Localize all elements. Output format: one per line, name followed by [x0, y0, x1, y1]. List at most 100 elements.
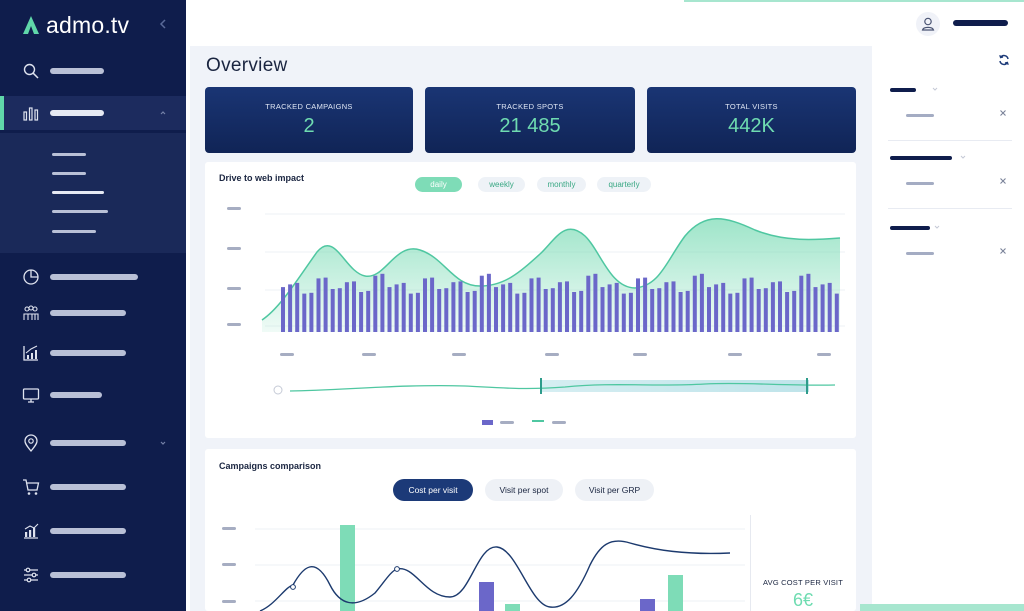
period-tab-weekly[interactable]: weekly — [478, 177, 525, 192]
sidebar-item-audience[interactable] — [0, 296, 186, 330]
data-point[interactable] — [394, 566, 400, 572]
metric-tab-visit-per-spot[interactable]: Visit per spot — [485, 479, 563, 501]
spot-bar — [721, 282, 726, 332]
comparison-bar — [340, 525, 355, 611]
spot-bar — [699, 273, 704, 332]
spot-bar — [813, 287, 818, 332]
submenu-item[interactable] — [52, 153, 86, 156]
close-icon[interactable] — [998, 108, 1008, 118]
chevron-down-icon[interactable] — [932, 86, 938, 92]
sidebar-item-search[interactable] — [0, 54, 186, 88]
close-icon[interactable] — [998, 176, 1008, 186]
growth-chart-icon — [23, 345, 38, 361]
sidebar-item-tv[interactable] — [0, 378, 186, 412]
submenu-item-selected[interactable] — [52, 191, 104, 194]
visits-line — [261, 218, 841, 321]
pie-chart-icon — [23, 269, 39, 285]
drive-to-web-title: Drive to web impact — [219, 173, 305, 183]
user-name-placeholder[interactable] — [953, 20, 1008, 26]
comparison-line — [259, 540, 731, 611]
sidebar-item-reports[interactable] — [0, 260, 186, 294]
spot-bar — [778, 281, 782, 332]
chevron-down-icon[interactable] — [934, 224, 940, 230]
sidebar-item-settings[interactable] — [0, 558, 186, 592]
spot-bar — [302, 293, 307, 332]
sidebar-item-label — [50, 440, 126, 446]
filter-group[interactable] — [888, 86, 1012, 148]
refresh-icon[interactable] — [998, 54, 1010, 66]
spot-bar — [494, 287, 498, 332]
spot-bar — [785, 292, 790, 332]
sidebar-item-ecommerce[interactable] — [0, 470, 186, 504]
spot-bar — [657, 288, 662, 332]
period-tab-daily[interactable]: daily — [415, 177, 462, 192]
spot-bar — [628, 292, 633, 332]
y-axis-ticks — [227, 207, 241, 326]
search-icon — [23, 63, 39, 79]
spot-bar — [352, 281, 356, 332]
spot-bar — [501, 284, 506, 332]
spot-bar — [359, 292, 364, 332]
spot-bar — [579, 290, 584, 332]
user-menu-button[interactable] — [916, 12, 940, 36]
spot-bar — [749, 277, 754, 332]
spot-bar — [508, 282, 513, 332]
spot-bar — [316, 278, 321, 332]
logo[interactable]: admo.tv — [22, 10, 129, 40]
location-target-icon — [24, 434, 38, 452]
drive-to-web-chart — [227, 207, 845, 425]
filter-title — [890, 156, 952, 160]
spot-bar — [295, 282, 300, 332]
date-range-brush[interactable] — [273, 378, 836, 395]
sidebar-item-analytics[interactable] — [0, 514, 186, 548]
spot-bar — [543, 289, 548, 332]
collapse-sidebar-icon[interactable] — [158, 18, 168, 30]
avg-cost-value: 6€ — [792, 590, 814, 610]
sliders-icon — [24, 567, 38, 583]
metric-tab-visit-per-grp[interactable]: Visit per GRP — [575, 479, 654, 501]
submenu-item[interactable] — [52, 230, 96, 233]
spot-bar — [714, 284, 719, 332]
spot-bar — [373, 275, 378, 332]
spot-bar — [820, 284, 825, 332]
filter-group[interactable] — [888, 154, 1012, 216]
close-icon[interactable] — [998, 246, 1008, 256]
chevron-down-icon[interactable] — [158, 438, 168, 448]
top-accent-line — [684, 0, 1024, 2]
filter-group[interactable] — [888, 224, 1012, 286]
sidebar-item-targeting[interactable] — [0, 426, 186, 460]
sidebar-item-label — [50, 572, 126, 578]
spot-bar — [394, 284, 399, 332]
metric-tab-cost-per-visit[interactable]: Cost per visit — [393, 479, 473, 501]
spot-bar — [479, 275, 484, 332]
spot-bar — [636, 278, 640, 332]
spot-bar — [458, 281, 463, 332]
period-tab-monthly[interactable]: monthly — [537, 177, 586, 192]
sidebar-item-campaigns[interactable] — [0, 96, 186, 130]
spot-bar — [799, 275, 804, 332]
data-point[interactable] — [290, 584, 296, 590]
spot-bar — [756, 289, 761, 332]
kpi-label: TRACKED CAMPAIGNS — [265, 102, 353, 111]
submenu-item[interactable] — [52, 172, 86, 175]
chevron-down-icon[interactable] — [960, 154, 966, 160]
spot-bar — [557, 282, 562, 332]
spot-bar — [486, 273, 491, 332]
spot-bar — [444, 288, 449, 332]
spot-bar — [401, 282, 406, 332]
campaigns-comparison-card — [205, 449, 856, 611]
spot-bar — [366, 290, 371, 332]
period-tab-quarterly[interactable]: quarterly — [597, 177, 651, 192]
filter-value — [906, 252, 934, 255]
spot-bar — [678, 292, 683, 332]
submenu-item[interactable] — [52, 210, 108, 213]
sidebar-item-growth[interactable] — [0, 336, 186, 370]
chevron-up-icon[interactable] — [158, 108, 168, 118]
spot-bar — [337, 288, 342, 332]
spot-bar — [550, 288, 555, 332]
kpi-card-total-visits: TOTAL VISITS 442K — [647, 87, 856, 153]
kpi-label: TRACKED SPOTS — [496, 102, 564, 111]
spot-bar — [281, 287, 285, 332]
spot-bar — [614, 282, 619, 332]
chart-gridlines — [255, 528, 745, 602]
